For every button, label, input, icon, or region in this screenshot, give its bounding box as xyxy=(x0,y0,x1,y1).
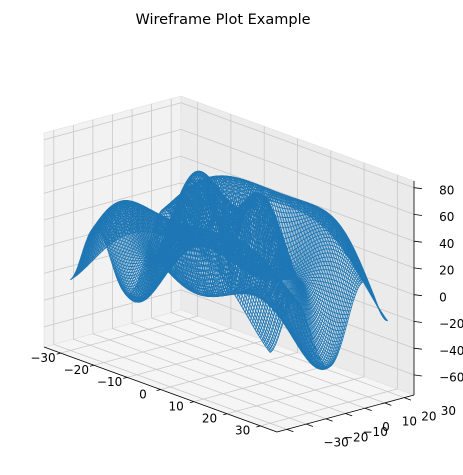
wire-line-y xyxy=(129,170,331,370)
x-tick-label: 20 xyxy=(202,412,217,426)
wire-line-y xyxy=(123,176,325,368)
y-tick xyxy=(384,402,392,406)
x-tick xyxy=(256,425,261,428)
z-tick-label: 0 xyxy=(439,290,447,304)
wire-line-y xyxy=(164,190,366,283)
grid-line-y-floor xyxy=(112,328,346,414)
x-tick-label: −10 xyxy=(97,375,122,389)
chart-title: Wireframe Plot Example xyxy=(135,12,310,28)
wire-line-y xyxy=(135,178,336,362)
z-tick-label: 40 xyxy=(439,237,454,251)
grid-line-z-right xyxy=(180,102,415,189)
x-tick xyxy=(123,377,128,379)
wire-line-y xyxy=(186,195,387,321)
wire-line-y xyxy=(98,225,299,303)
y-tick xyxy=(325,418,333,422)
wire-line-y xyxy=(148,232,349,320)
z-tick xyxy=(413,294,422,297)
wire-line-y xyxy=(93,212,294,302)
wire-line-y xyxy=(101,233,302,308)
wire-line-y xyxy=(187,199,388,322)
x-tick xyxy=(156,389,161,391)
y-tick-label: −30 xyxy=(323,436,348,450)
x-tick-label: 30 xyxy=(235,424,250,438)
grid-line-z-left xyxy=(43,102,182,141)
z-tick-label: −20 xyxy=(439,317,463,331)
y-tick xyxy=(364,407,372,411)
wire-line-y xyxy=(133,174,335,366)
wire-line-y xyxy=(160,206,361,285)
y-tick xyxy=(306,423,314,427)
x-tick-label: −20 xyxy=(64,363,89,377)
y-tick-label: 10 xyxy=(402,415,417,429)
wire-line-y xyxy=(87,202,289,310)
x-tick xyxy=(56,352,61,355)
grid-line-y-floor xyxy=(131,322,366,409)
y-tick-label: 0 xyxy=(382,420,390,434)
grid-line-z-left xyxy=(43,289,182,328)
wire-line-y xyxy=(149,237,350,316)
x-tick xyxy=(189,401,194,404)
wire-line-y xyxy=(128,170,330,370)
grid-line-z-right xyxy=(180,155,415,242)
wire-line-y xyxy=(153,227,354,302)
wire-line-y xyxy=(102,235,303,310)
z-tick-label: 60 xyxy=(439,210,454,224)
wire-line-y xyxy=(166,185,368,284)
z-tick xyxy=(413,347,422,350)
wire-line-y xyxy=(99,228,300,305)
grid-line-y-floor xyxy=(53,344,287,430)
z-tick xyxy=(413,267,422,270)
wire-line-y xyxy=(131,171,333,368)
wire-line-y xyxy=(185,192,386,321)
z-tick-label: −40 xyxy=(439,344,463,358)
wire-line-y xyxy=(146,222,347,328)
x-tick-label: 10 xyxy=(169,399,184,413)
y-tick-label: 20 xyxy=(421,409,436,423)
y-tick xyxy=(286,429,294,433)
wire-line-y xyxy=(94,214,295,301)
z-tick xyxy=(413,240,422,243)
z-tick xyxy=(413,321,422,323)
wire-line-y xyxy=(151,234,352,308)
wire-line-y xyxy=(124,174,326,369)
grid-line-y-floor xyxy=(151,317,385,404)
wire-line-y xyxy=(184,189,385,320)
z-tick-label: 20 xyxy=(439,264,454,278)
wire-line-y xyxy=(182,183,384,317)
x-tick xyxy=(223,413,228,416)
z-tick xyxy=(413,214,422,216)
y-tick xyxy=(345,413,353,417)
wireframe-surface xyxy=(70,170,388,370)
wire-line-y xyxy=(91,208,293,303)
wire-line-y xyxy=(134,175,335,364)
wire-line-y xyxy=(127,171,329,370)
grid-line-z-right xyxy=(180,129,415,215)
wire-line-y xyxy=(183,186,385,319)
grid-line-z-left xyxy=(43,182,182,221)
z-tick xyxy=(413,187,422,190)
y-tick-label: 30 xyxy=(441,404,456,418)
x-tick-label: −30 xyxy=(30,351,55,365)
x-tick-label: 0 xyxy=(139,387,147,401)
y-tick-label: −20 xyxy=(343,430,368,444)
z-tick-label: 80 xyxy=(439,183,454,197)
y-tick-label: −10 xyxy=(363,425,388,439)
wire-line-y xyxy=(163,196,364,283)
grid-line-y-floor xyxy=(73,338,307,425)
wire-line-y xyxy=(130,171,332,369)
z-tick xyxy=(413,374,422,377)
y-tick xyxy=(404,397,412,401)
z-tick-label: −60 xyxy=(439,371,463,385)
grid-line-z-left xyxy=(43,129,182,167)
grid-line-y-floor xyxy=(92,333,327,420)
wire-line-y xyxy=(161,202,362,284)
grid-line-y-floor xyxy=(171,312,405,398)
x-tick xyxy=(89,364,95,367)
grid-line-z-left xyxy=(43,155,182,194)
